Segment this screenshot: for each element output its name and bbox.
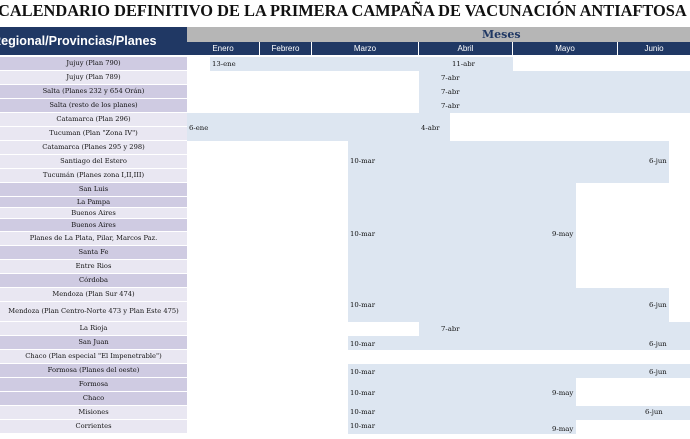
period-end-date: 6-jun xyxy=(649,157,667,165)
period-end-date: 7-abr xyxy=(441,325,460,333)
row-label: Chaco xyxy=(0,392,187,406)
period-bar xyxy=(348,183,576,288)
row-label: Santiago del Estero xyxy=(0,155,187,169)
row-label: La Rioja xyxy=(0,322,187,336)
row-label: Mendoza (Plan Sur 474) xyxy=(0,288,187,302)
month-header-mayo: Mayo xyxy=(513,42,618,55)
period-end-date: 11-abr xyxy=(452,60,475,68)
period-bar xyxy=(348,406,690,420)
row-label: Santa Fe xyxy=(0,246,187,260)
period-end-date: 9-may xyxy=(552,425,574,433)
period-bar xyxy=(419,322,690,336)
period-start-date: 10-mar xyxy=(350,408,376,416)
period-start-date: 10-mar xyxy=(350,301,376,309)
period-bar xyxy=(348,336,690,350)
month-header-marzo: Marzo xyxy=(312,42,419,55)
row-label: Misiones xyxy=(0,406,187,420)
month-header-febrero: Febrero xyxy=(260,42,312,55)
period-end-date: 7-abr xyxy=(441,102,460,110)
row-label: Corrientes xyxy=(0,420,187,434)
period-bar xyxy=(348,141,669,183)
region-column-header-label: Regional/Provincias/Planes xyxy=(0,34,157,48)
months-header-label: Meses xyxy=(482,28,521,41)
row-label: Salta (resto de los planes) xyxy=(0,99,187,113)
period-bar xyxy=(419,71,690,113)
row-label: Jujuy (Plan 789) xyxy=(0,71,187,85)
page-title: CALENDARIO DEFINITIVO DE LA PRIMERA CAMP… xyxy=(0,1,690,20)
period-bar xyxy=(348,378,576,406)
period-start-date: 10-mar xyxy=(350,340,376,348)
row-label: Salta (Planes 232 y 654 Orán) xyxy=(0,85,187,99)
region-column-header: Regional/Provincias/Planes xyxy=(0,27,187,55)
month-header-enero: Enero xyxy=(187,42,260,55)
period-end-date: 6-jun xyxy=(645,408,663,416)
period-bar xyxy=(210,57,513,71)
period-end-date: 7-abr xyxy=(441,88,460,96)
period-end-date: 9-may xyxy=(552,230,574,238)
period-end-date: 6-jun xyxy=(649,368,667,376)
row-label: San Luis xyxy=(0,183,187,197)
period-end-date: 7-abr xyxy=(441,74,460,82)
months-header-bar xyxy=(187,27,690,42)
row-label: Tucuman (Plan "Zona IV") xyxy=(0,127,187,141)
row-label: Chaco (Plan especial "El Impenetrable") xyxy=(0,350,187,364)
period-end-date: 6-jun xyxy=(649,301,667,309)
row-label: Buenos Aires xyxy=(0,208,187,219)
period-bar xyxy=(348,288,669,322)
row-label: Córdoba xyxy=(0,274,187,288)
row-label: San Juan xyxy=(0,336,187,350)
period-end-date: 6-jun xyxy=(649,340,667,348)
period-bar xyxy=(348,364,690,378)
row-label: Catamarca (Planes 295 y 298) xyxy=(0,141,187,155)
row-label: Jujuy (Plan 790) xyxy=(0,57,187,71)
row-label: Planes de La Plata, Pilar, Marcos Paz. xyxy=(0,232,187,246)
period-start-date: 10-mar xyxy=(350,157,376,165)
period-start-date: 6-ene xyxy=(189,124,209,132)
period-end-date: 9-may xyxy=(552,389,574,397)
month-header-junio: Junio xyxy=(618,42,690,55)
period-start-date: 10-mar xyxy=(350,389,376,397)
row-label: Catamarca (Plan 296) xyxy=(0,113,187,127)
period-bar xyxy=(348,420,576,434)
row-label: Buenos Aires xyxy=(0,219,187,232)
period-start-date: 10-mar xyxy=(350,422,376,430)
row-label: Formosa (Planes del oeste) xyxy=(0,364,187,378)
period-start-date: 10-mar xyxy=(350,230,376,238)
period-start-date: 13-ene xyxy=(212,60,236,68)
row-label: Tucumán (Planes zona I,II,III) xyxy=(0,169,187,183)
row-label: Mendoza (Plan Centro-Norte 473 y Plan Es… xyxy=(0,302,187,322)
period-bar xyxy=(187,113,450,141)
month-header-abril: Abril xyxy=(419,42,513,55)
period-start-date: 10-mar xyxy=(350,368,376,376)
row-label: Formosa xyxy=(0,378,187,392)
row-label: La Pampa xyxy=(0,197,187,208)
row-label: Entre Rios xyxy=(0,260,187,274)
period-end-date: 4-abr xyxy=(421,124,440,132)
